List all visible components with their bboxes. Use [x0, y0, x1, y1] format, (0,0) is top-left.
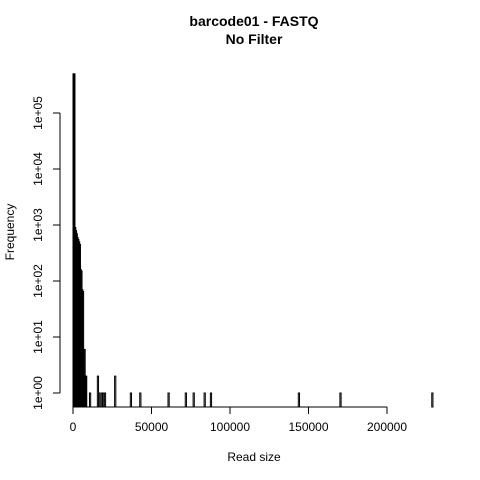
histogram-bar: [203, 392, 206, 408]
y-axis: 1e+00 1e+01 1e+02 1e+03 1e+04 1e+05: [31, 96, 61, 410]
histogram-bar: [98, 392, 101, 408]
x-tick-label: 200000: [367, 420, 407, 434]
histogram-bar: [167, 392, 170, 408]
x-tick-label: 100000: [210, 420, 250, 434]
x-axis-label: Read size: [227, 450, 281, 464]
y-tick-label: 1e+04: [31, 152, 45, 186]
histogram-bar: [103, 392, 107, 408]
y-tick-label: 1e+01: [31, 320, 45, 354]
histogram-bar: [96, 375, 100, 408]
x-tick-label: 150000: [288, 420, 328, 434]
y-tick-label: 1e+03: [31, 208, 45, 242]
x-tick-label: 50000: [135, 420, 169, 434]
bars-group: [72, 73, 434, 408]
y-tick-label: 1e+02: [31, 264, 45, 298]
histogram-bar: [192, 392, 195, 408]
y-tick-label: 1e+05: [31, 96, 45, 130]
histogram-bar: [431, 392, 434, 408]
histogram-bar: [184, 392, 187, 408]
histogram-bar: [129, 392, 133, 408]
histogram-bar: [339, 392, 342, 408]
histogram-bar: [88, 392, 92, 408]
histogram-bar: [102, 392, 105, 408]
x-tick-label: 0: [70, 420, 77, 434]
histogram-bar: [209, 392, 213, 408]
histogram-bar: [114, 375, 117, 408]
y-axis-label: Frequency: [3, 204, 17, 261]
chart-subtitle: No Filter: [226, 31, 283, 47]
histogram-bar: [139, 392, 142, 408]
histogram-bar: [100, 392, 103, 408]
histogram-bar: [297, 392, 300, 408]
x-axis: 0 50000 100000 150000 200000: [70, 406, 407, 434]
y-tick-label: 1e+00: [31, 376, 45, 410]
chart-title: barcode01 - FASTQ: [189, 13, 318, 29]
